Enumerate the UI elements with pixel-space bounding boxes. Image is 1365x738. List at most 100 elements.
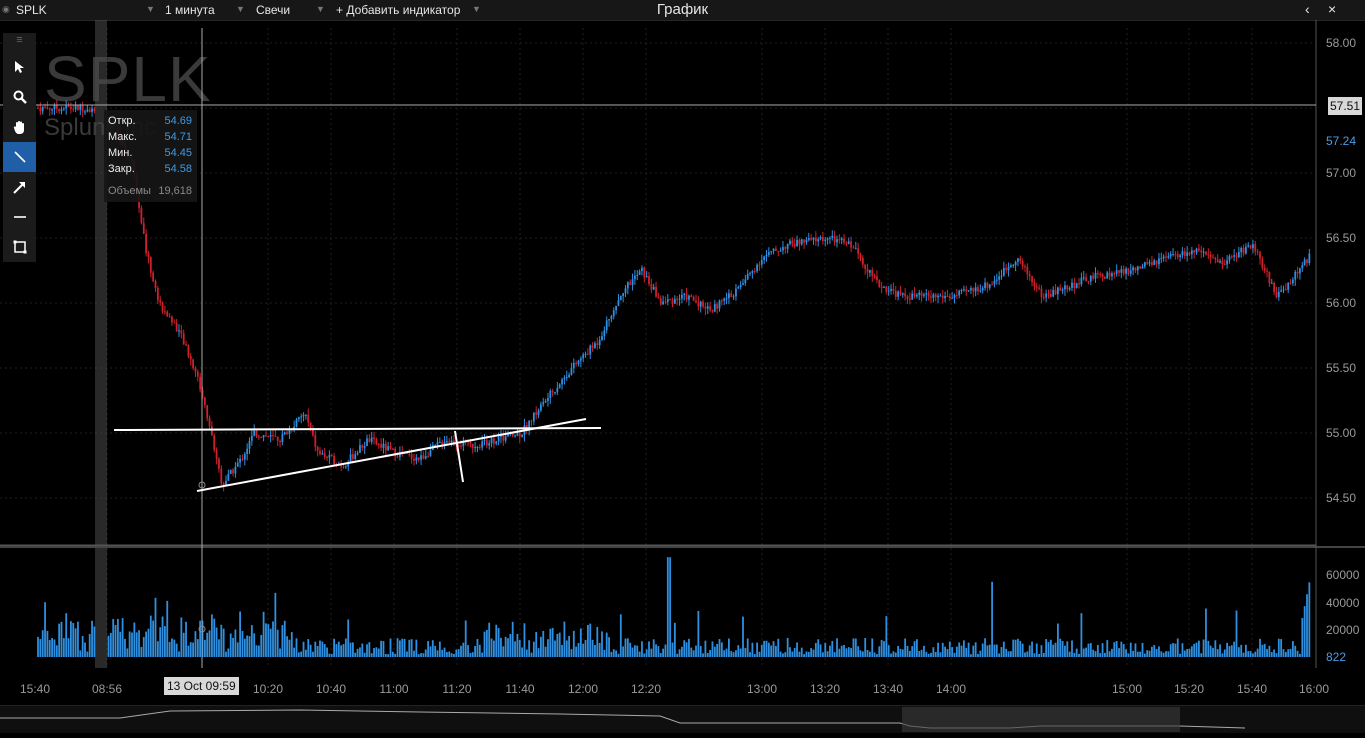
- candle: [344, 466, 347, 468]
- volume-bar: [901, 649, 904, 657]
- navigator-window[interactable]: [902, 707, 1180, 732]
- pan-hand-icon[interactable]: [3, 112, 36, 142]
- candle: [1075, 283, 1078, 289]
- volume-bar: [883, 641, 885, 657]
- candle: [880, 286, 883, 288]
- cursor-arrow-icon[interactable]: [3, 52, 36, 82]
- volume-bar: [730, 651, 733, 657]
- volume-bar: [1127, 653, 1130, 657]
- settings-dot-icon[interactable]: ◉: [2, 4, 10, 14]
- price-chart[interactable]: [0, 20, 1365, 705]
- volume-bar: [598, 642, 601, 657]
- volume-bar: [1151, 646, 1153, 657]
- candle: [920, 292, 923, 296]
- interval-selector[interactable]: 1 минута: [165, 3, 215, 17]
- chart-navigator[interactable]: [0, 705, 1365, 733]
- candle: [1000, 275, 1003, 277]
- candle: [359, 445, 361, 453]
- indicator-caret-icon[interactable]: ▼: [472, 4, 481, 14]
- low-label: Мин.: [108, 147, 133, 159]
- candle: [1136, 266, 1139, 271]
- trend-line-icon[interactable]: [3, 142, 36, 172]
- volume-bar: [894, 652, 897, 657]
- candle: [652, 286, 655, 290]
- add-indicator-button[interactable]: + Добавить индикатор: [336, 3, 461, 17]
- volume-bar: [648, 641, 650, 657]
- candle: [666, 299, 669, 303]
- volume-bar: [551, 627, 554, 657]
- candle: [570, 368, 573, 375]
- rectangle-icon[interactable]: [3, 232, 36, 262]
- candle: [1143, 262, 1146, 267]
- volume-bar: [290, 632, 293, 657]
- candle: [74, 105, 77, 110]
- candle: [495, 441, 498, 444]
- candle: [1200, 250, 1203, 253]
- close-icon[interactable]: ×: [1328, 1, 1337, 17]
- candle: [1162, 256, 1165, 259]
- candle: [1019, 258, 1022, 262]
- volume-bar: [1087, 643, 1090, 657]
- volume-bar: [389, 638, 392, 657]
- chevron-left-icon[interactable]: ‹: [1305, 1, 1310, 17]
- candle: [145, 233, 147, 254]
- candle: [77, 105, 79, 110]
- volume-bar: [577, 643, 580, 657]
- volume-bar: [208, 630, 211, 657]
- horizontal-line-icon[interactable]: [3, 202, 36, 232]
- interval-dropdown-icon[interactable]: ▼: [146, 4, 155, 14]
- candle: [1226, 260, 1228, 265]
- candle: [626, 282, 629, 289]
- horizontal-trend-line[interactable]: [113, 427, 602, 431]
- volume-bar: [215, 627, 218, 657]
- volume-bar: [55, 645, 58, 657]
- candle: [812, 237, 815, 240]
- candle: [469, 441, 472, 444]
- volume-bar: [979, 650, 982, 657]
- volume-bar: [998, 653, 1001, 657]
- candle: [1308, 253, 1311, 264]
- volume-bar: [142, 637, 145, 657]
- volume-bar: [1028, 645, 1031, 657]
- candle: [1235, 255, 1238, 258]
- volume-bar: [568, 636, 570, 657]
- candle: [1284, 289, 1287, 291]
- indicator-dropdown-icon[interactable]: ▼: [316, 4, 325, 14]
- zoom-icon[interactable]: [3, 82, 36, 112]
- candle: [246, 448, 249, 455]
- volume-bar: [782, 653, 784, 657]
- volume-bar: [904, 638, 907, 657]
- volume-bar: [751, 642, 754, 657]
- candle: [1047, 293, 1050, 295]
- toolbar-menu-icon[interactable]: ≡: [16, 34, 23, 46]
- volume-bar: [720, 642, 723, 657]
- candle: [250, 435, 253, 441]
- candle: [1057, 287, 1059, 295]
- volume-bar: [387, 654, 390, 657]
- candle: [476, 447, 479, 449]
- volume-bar: [664, 644, 667, 657]
- chart-type-selector[interactable]: Свечи: [256, 3, 291, 17]
- candle: [1040, 288, 1043, 298]
- chart-type-dropdown-icon[interactable]: ▼: [236, 4, 245, 14]
- candle: [554, 392, 556, 394]
- volume-bar: [493, 640, 495, 657]
- candle: [791, 240, 794, 245]
- volume-bar: [246, 635, 249, 657]
- short-trend-line[interactable]: [454, 430, 464, 483]
- ascending-trend-line[interactable]: [196, 418, 587, 492]
- candle: [822, 237, 824, 242]
- volume-bar: [946, 649, 949, 657]
- volume-bar: [641, 641, 643, 657]
- volume-bar: [342, 644, 345, 657]
- candle: [758, 264, 761, 266]
- volume-bar: [77, 621, 79, 657]
- candle: [220, 468, 223, 484]
- volume-bar: [1134, 643, 1137, 657]
- volume-bar: [1273, 649, 1275, 657]
- volume-bar: [706, 652, 709, 657]
- volume-bar: [1129, 642, 1132, 657]
- arrow-line-icon[interactable]: [3, 172, 36, 202]
- symbol-selector[interactable]: SPLK: [16, 3, 47, 17]
- volume-bar: [817, 639, 820, 657]
